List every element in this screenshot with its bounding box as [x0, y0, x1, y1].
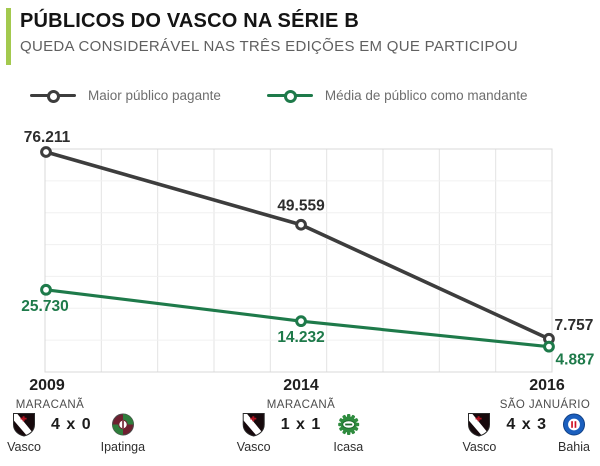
- ipatinga-crest-icon: [111, 413, 134, 436]
- team-name: Vasco: [462, 440, 497, 454]
- icasa-crest-icon: [337, 414, 359, 435]
- team-name: Vasco: [7, 440, 41, 454]
- home-team: Vasco: [461, 412, 497, 454]
- home-team: Vasco: [236, 412, 272, 454]
- page-title: PÚBLICOS DO VASCO NA SÉRIE B: [20, 10, 359, 32]
- match-result-2016: Vasco 4 x 3 Bahia: [461, 412, 592, 454]
- vasco-crest-icon: [242, 413, 265, 437]
- page-subtitle: QUEDA CONSIDERÁVEL NAS TRÊS EDIÇÕES EM Q…: [20, 38, 518, 55]
- legend-label: Média de público como mandante: [324, 88, 528, 103]
- legend-label: Maior público pagante: [88, 88, 221, 103]
- stadium-label-2016: SÃO JANUÁRIO: [499, 399, 591, 411]
- home-team: Vasco: [6, 412, 42, 454]
- svg-text:14.232: 14.232: [277, 329, 324, 346]
- svg-text:25.730: 25.730: [21, 298, 68, 315]
- stadium-label-2009: MARACANÃ: [15, 399, 85, 411]
- vasco-crest-icon: [468, 413, 491, 437]
- svg-text:7.757: 7.757: [555, 317, 594, 334]
- x-axis-label-2016: 2016: [529, 377, 565, 394]
- away-team: Bahia: [556, 412, 592, 454]
- line-marker-swatch-icon: [266, 89, 313, 103]
- chart-legend: Maior público pagante Média de público c…: [30, 88, 527, 103]
- stadium-label-2014: MARACANÃ: [266, 399, 336, 411]
- line-marker-swatch-icon: [30, 89, 76, 103]
- x-axis-label-2009: 2009: [29, 377, 65, 394]
- team-name: Vasco: [236, 440, 271, 454]
- team-name: Icasa: [333, 440, 364, 454]
- match-result-2009: Vasco 4 x 0 Ipatinga: [6, 412, 145, 454]
- team-name: Ipatinga: [100, 440, 146, 454]
- legend-item-avg-attendance: Média de público como mandante: [266, 88, 528, 103]
- legend-item-max-attendance: Maior público pagante: [30, 88, 221, 103]
- x-axis-label-2014: 2014: [283, 377, 319, 394]
- team-name: Bahia: [558, 440, 590, 454]
- header: PÚBLICOS DO VASCO NA SÉRIE B QUEDA CONSI…: [0, 0, 600, 80]
- vasco-crest-icon: [13, 413, 35, 437]
- match-score: 4 x 3: [506, 416, 547, 433]
- away-team: Icasa: [330, 412, 366, 454]
- match-result-2014: Vasco 1 x 1 Icasa: [236, 412, 367, 454]
- svg-text:76.211: 76.211: [24, 129, 71, 146]
- svg-text:4.887: 4.887: [556, 352, 595, 369]
- away-team: Ipatinga: [101, 412, 145, 454]
- svg-text:49.559: 49.559: [277, 198, 325, 215]
- match-score: 4 x 0: [51, 416, 92, 433]
- bahia-crest-icon: [563, 413, 585, 436]
- accent-bar: [6, 8, 11, 65]
- match-score: 1 x 1: [280, 416, 322, 433]
